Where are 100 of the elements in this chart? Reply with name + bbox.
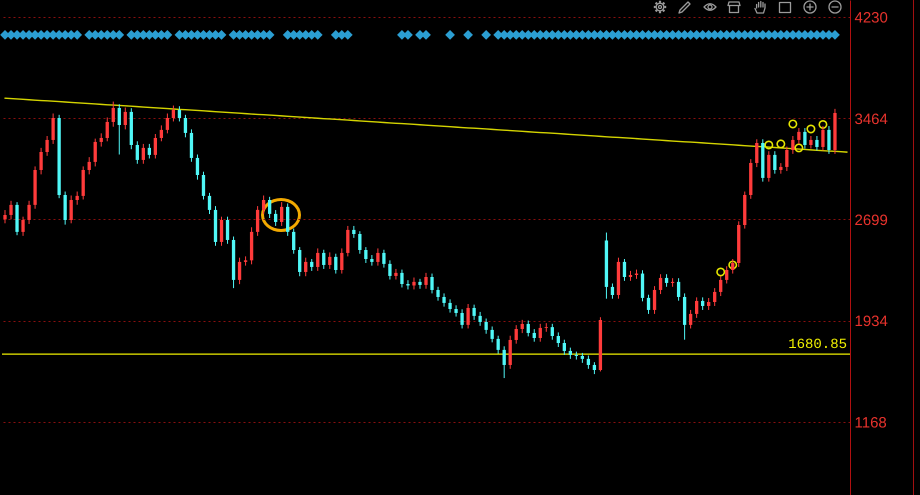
candlestick xyxy=(460,308,464,329)
candlestick xyxy=(382,249,386,268)
candlestick xyxy=(634,269,638,280)
candlestick xyxy=(550,323,554,340)
candlestick xyxy=(478,311,482,326)
candlestick xyxy=(592,362,596,375)
point xyxy=(818,120,828,129)
candlestick xyxy=(484,318,488,334)
y-tick-label: 2699 xyxy=(854,212,888,229)
candlestick xyxy=(658,274,662,295)
candlestick xyxy=(220,216,224,246)
candlestick xyxy=(256,206,260,236)
candlestick xyxy=(424,272,428,290)
candlestick xyxy=(3,210,7,224)
candlestick xyxy=(514,324,518,344)
candlestick xyxy=(472,304,476,320)
candlestick xyxy=(196,154,200,180)
candlestick xyxy=(436,286,440,302)
candlestick xyxy=(755,138,758,168)
candlestick xyxy=(268,196,272,218)
candlestick xyxy=(172,105,176,122)
candlestick xyxy=(27,200,31,224)
candlestick xyxy=(208,192,212,215)
candlestick xyxy=(292,228,296,254)
candlestick xyxy=(544,322,548,332)
candlestick xyxy=(803,128,807,150)
candlestick xyxy=(646,294,650,314)
candlestick xyxy=(430,273,434,294)
candlestick xyxy=(112,101,115,128)
candlestick xyxy=(184,114,188,138)
candlestick xyxy=(785,146,789,172)
point xyxy=(764,140,774,150)
candlestick xyxy=(322,249,326,270)
candlestick xyxy=(496,335,500,354)
candlestick xyxy=(731,258,734,274)
candlestick xyxy=(364,246,368,264)
candlestick xyxy=(719,276,722,297)
candlestick xyxy=(707,298,710,310)
candlestick xyxy=(39,147,43,175)
candlestick xyxy=(124,107,127,130)
candlestick xyxy=(701,296,704,310)
candlestick xyxy=(94,138,97,167)
ref-line-label: 1680.85 xyxy=(788,337,847,354)
candlestick xyxy=(238,257,242,285)
candlestick xyxy=(226,216,230,244)
candlestick xyxy=(316,248,320,272)
point xyxy=(716,267,726,276)
candlestick xyxy=(442,292,446,308)
point xyxy=(806,124,816,134)
candlestick xyxy=(466,303,470,329)
candlestick xyxy=(202,171,206,200)
candlestick xyxy=(490,326,494,343)
candlestick xyxy=(45,135,49,156)
candlestick xyxy=(520,319,524,334)
candlestick xyxy=(148,143,151,159)
candlestick xyxy=(304,257,308,277)
candlestick xyxy=(262,195,266,215)
candlestick xyxy=(166,113,170,134)
candlestick xyxy=(797,128,801,144)
candlestick xyxy=(688,309,692,329)
candlestick xyxy=(274,210,278,226)
candlestick xyxy=(298,246,302,277)
candlestick xyxy=(328,252,332,270)
candlestick xyxy=(88,156,91,175)
y-tick-label: 4230 xyxy=(854,9,888,26)
candlestick xyxy=(815,135,819,152)
candlestick xyxy=(21,216,25,236)
candlestick xyxy=(622,258,626,282)
candlestick xyxy=(358,230,362,254)
candlestick xyxy=(346,225,350,257)
y-tick-label: 1934 xyxy=(854,313,888,330)
candlestick xyxy=(280,202,284,226)
candlestick xyxy=(106,116,109,142)
candlestick xyxy=(118,104,121,156)
candlestick xyxy=(773,150,776,174)
point xyxy=(728,260,738,270)
candlestick xyxy=(100,132,103,148)
candlestick xyxy=(142,143,145,164)
candlestick xyxy=(779,162,782,174)
candlestick xyxy=(725,266,728,284)
candlestick xyxy=(538,323,542,342)
y-tick-label: 3464 xyxy=(854,110,888,128)
candlestick xyxy=(70,195,73,224)
candlestick xyxy=(76,191,79,206)
candlestick xyxy=(526,320,530,337)
candlestick xyxy=(652,286,656,314)
candlestick xyxy=(51,113,55,144)
candlestick xyxy=(406,280,410,290)
candlestick xyxy=(676,278,680,302)
candlestick xyxy=(352,225,356,238)
candlestick xyxy=(568,347,572,360)
candlestick xyxy=(454,304,458,318)
y-tick-label: 1168 xyxy=(854,414,887,432)
candlestick xyxy=(154,134,158,159)
candlestick xyxy=(821,126,825,152)
candlestick xyxy=(9,200,13,220)
candlestick xyxy=(586,355,590,370)
candlestick xyxy=(334,253,338,274)
candlestick xyxy=(394,268,398,280)
candlestick xyxy=(556,332,560,348)
